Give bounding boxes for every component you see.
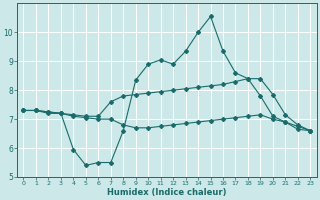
X-axis label: Humidex (Indice chaleur): Humidex (Indice chaleur) xyxy=(107,188,227,197)
